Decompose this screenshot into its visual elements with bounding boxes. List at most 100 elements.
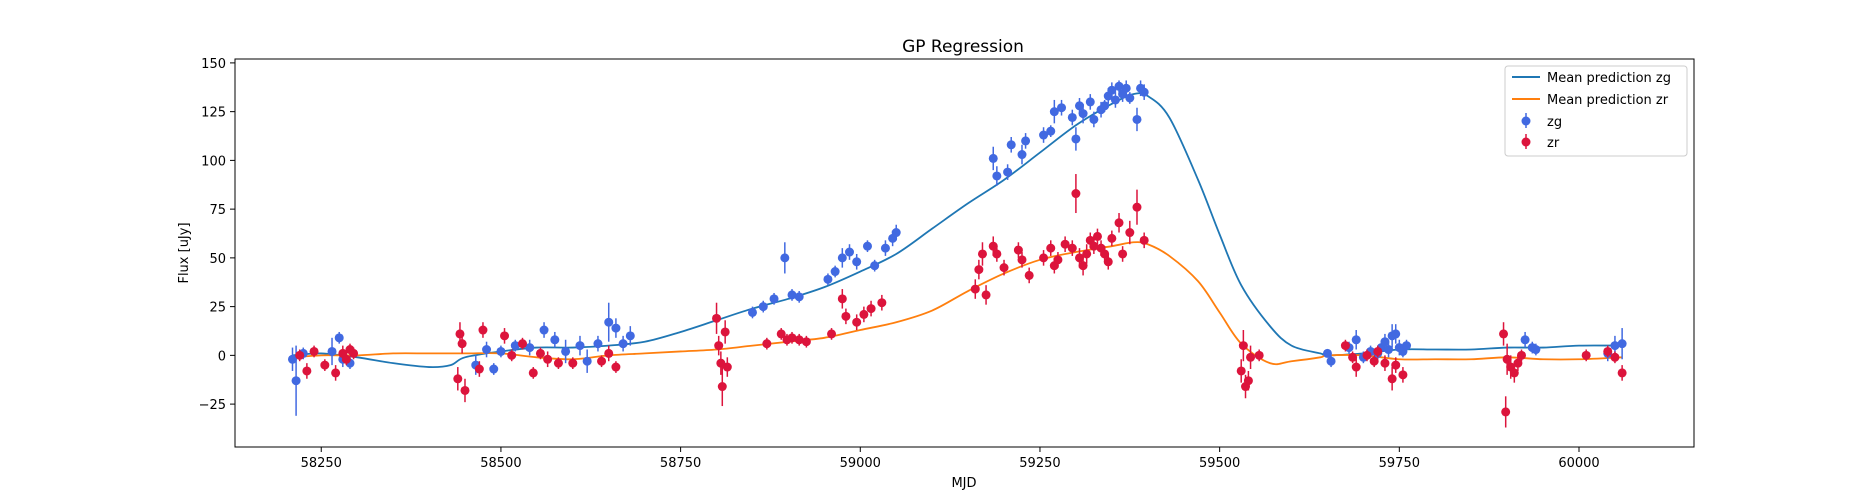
data-point-zg: [837, 248, 847, 268]
data-point-zg: [1531, 343, 1541, 356]
data-point-zr: [320, 359, 330, 371]
data-point-zr: [1581, 349, 1591, 362]
y-tick-label: −25: [199, 398, 226, 413]
data-point-zg: [1006, 136, 1016, 153]
data-point-zr: [981, 285, 991, 305]
data-point-zr: [1125, 220, 1135, 245]
data-point-zr: [1132, 189, 1142, 225]
data-point-zr: [507, 349, 517, 362]
data-point-zg: [525, 339, 535, 356]
data-point-zr: [859, 306, 869, 323]
data-point-zr: [877, 294, 887, 311]
data-point-zr: [478, 322, 488, 338]
data-point-zg: [482, 341, 492, 358]
data-point-zr: [597, 355, 607, 368]
legend-label-zg: zg: [1547, 115, 1562, 130]
data-point-zr: [517, 337, 527, 350]
data-point-zr: [999, 259, 1009, 276]
data-point-zg: [625, 326, 635, 346]
data-point-zr: [1107, 230, 1117, 247]
x-axis-label: MJD: [951, 476, 976, 491]
data-point-zr: [1089, 238, 1099, 254]
data-point-zg: [780, 242, 790, 274]
series-line-mean-prediction-zg: [292, 92, 1623, 369]
data-point-zr: [1517, 349, 1527, 362]
data-point-zr: [787, 331, 797, 344]
data-point-zg: [1021, 133, 1031, 149]
data-point-zr: [1373, 345, 1383, 358]
data-point-zg: [1139, 84, 1149, 100]
data-point-zr: [1118, 246, 1128, 262]
data-point-zr: [776, 328, 786, 340]
data-point-zg: [1617, 328, 1627, 360]
data-point-zr: [1082, 244, 1092, 264]
data-point-zg: [510, 339, 520, 352]
data-point-zg: [1046, 125, 1056, 137]
data-point-zr: [716, 351, 726, 375]
data-point-zg: [593, 335, 603, 352]
data-point-zr: [460, 378, 470, 403]
data-point-zg: [1003, 164, 1013, 180]
data-point-zr: [568, 357, 578, 370]
data-point-zr: [1380, 355, 1390, 371]
x-tick-label: 60000: [1558, 456, 1599, 471]
chart-title: GP Regression: [902, 37, 1024, 57]
data-point-zr: [1236, 359, 1246, 383]
data-point-zg: [870, 259, 880, 272]
x-tick-label: 59500: [1199, 456, 1240, 471]
data-point-zr: [457, 333, 467, 354]
x-tick-label: 58250: [301, 456, 342, 471]
data-point-zr: [528, 367, 538, 379]
data-point-zr: [543, 351, 553, 368]
data-point-zg: [611, 318, 621, 338]
data-point-zr: [1013, 242, 1023, 258]
data-point-zr: [974, 259, 984, 280]
legend-marker-zr: [1521, 134, 1531, 149]
data-point-zg: [1057, 99, 1067, 116]
data-point-zr: [1139, 232, 1149, 249]
data-point-zg: [1085, 94, 1095, 110]
data-point-zr: [1053, 252, 1063, 268]
data-point-zr: [1243, 370, 1253, 391]
data-point-zr: [720, 320, 730, 344]
data-point-zg: [1071, 127, 1081, 151]
x-tick-label: 59750: [1379, 456, 1420, 471]
plot-area: [234, 58, 1695, 448]
legend-label-mean-zg: Mean prediction zg: [1547, 71, 1671, 86]
y-tick-label: 25: [209, 301, 226, 316]
y-axis-label: Flux [uJy]: [177, 222, 192, 283]
data-point-zg: [550, 331, 560, 348]
y-tick-label: 125: [201, 106, 226, 121]
x-axis: 58250 58500 58750 59000 59250 59500 59750 60000: [301, 447, 1600, 471]
data-point-zg: [1089, 111, 1099, 128]
data-point-zr: [1340, 339, 1350, 352]
data-point-zg: [891, 224, 901, 241]
data-point-zr: [722, 357, 732, 377]
data-point-zr: [801, 335, 811, 348]
data-point-zg: [1107, 82, 1117, 98]
data-point-zr: [1092, 228, 1102, 245]
x-tick-label: 59250: [1019, 456, 1060, 471]
legend: Mean prediction zg Mean prediction zr zg…: [1504, 65, 1688, 157]
data-point-zr: [841, 308, 851, 325]
data-point-zr: [1398, 367, 1408, 383]
x-tick-label: 59000: [840, 456, 881, 471]
data-point-zr: [1351, 357, 1361, 377]
data-point-zr: [474, 361, 484, 377]
data-point-zr: [794, 333, 804, 346]
y-tick-label: 100: [201, 154, 226, 169]
data-point-zr: [309, 345, 319, 358]
data-point-zg: [334, 331, 344, 344]
y-tick-label: 0: [218, 349, 226, 364]
data-point-zg: [287, 347, 297, 371]
data-point-zr: [500, 328, 510, 344]
data-point-zr: [1238, 330, 1248, 362]
data-point-zr: [714, 335, 724, 356]
data-point-zg: [1100, 99, 1110, 112]
data-point-zr: [1391, 357, 1401, 373]
data-point-zg: [1402, 339, 1412, 352]
data-point-zr: [1387, 367, 1397, 391]
data-point-zg: [787, 289, 797, 301]
data-point-zr: [1610, 351, 1620, 364]
